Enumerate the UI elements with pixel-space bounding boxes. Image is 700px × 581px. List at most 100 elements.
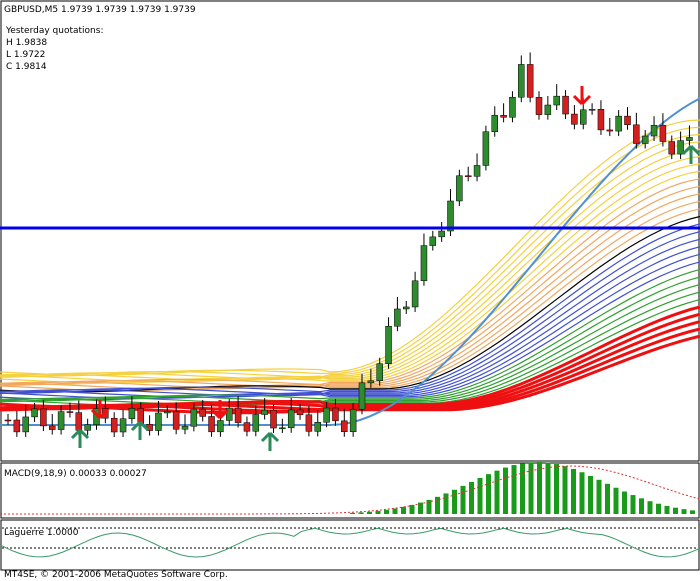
candle-body [75, 412, 83, 431]
candle-body [358, 382, 366, 410]
ma-line [0, 238, 700, 397]
ma-line [0, 231, 700, 396]
macd-bar [647, 501, 653, 514]
candles [4, 52, 693, 437]
macd-bar [690, 510, 695, 514]
candle-body [553, 95, 560, 106]
macd-bar [452, 489, 457, 514]
macd-signal [0, 465, 700, 515]
quotation-close: C 1.9814 [6, 62, 47, 72]
candle-body [456, 175, 463, 202]
ma-line [0, 200, 700, 390]
macd-bar [426, 499, 432, 514]
candle-body [464, 175, 472, 177]
macd-bar [639, 498, 644, 514]
candle-body [208, 416, 215, 433]
macd-bar [494, 470, 500, 514]
candle-body [49, 425, 56, 430]
candle-body [447, 200, 454, 232]
macd-bar [528, 462, 534, 514]
candle-body [473, 165, 481, 177]
ma-line [0, 246, 700, 398]
candle-body [544, 104, 552, 115]
copyright: MT4SE, © 2001-2006 MetaQuotes Software C… [4, 570, 228, 580]
candle-body [226, 407, 233, 421]
candle-body [296, 409, 304, 416]
candle-body [438, 230, 445, 238]
macd-bar [613, 487, 619, 514]
candle-body [314, 422, 321, 432]
candle-body [394, 308, 401, 327]
candle-body [66, 411, 74, 413]
candle-body [580, 109, 587, 125]
candle-body [500, 115, 507, 118]
ma-line [0, 126, 700, 377]
ma-line [0, 119, 700, 376]
candle-body [341, 420, 348, 433]
candle-body [491, 115, 498, 132]
candle-body [128, 408, 136, 419]
laguerre-line [0, 527, 700, 558]
macd-panel [0, 462, 700, 519]
candle-body [13, 419, 21, 433]
candle-body [641, 135, 649, 144]
candle-body [164, 411, 171, 414]
sell-arrow [572, 86, 592, 106]
symbol-line: GBPUSD,M5 1.9739 1.9739 1.9739 1.9739 [4, 5, 196, 15]
candle-body [385, 325, 392, 364]
candle-body [429, 236, 437, 246]
candle-body [110, 417, 118, 433]
signal-arrows [70, 86, 700, 451]
candle-body [305, 414, 313, 432]
candle-body [199, 408, 206, 417]
macd-bar [392, 508, 398, 514]
macd-bar [537, 462, 542, 514]
macd-bar [630, 495, 636, 514]
candle-body [181, 426, 189, 430]
macd-bar [656, 503, 661, 514]
candle-body [172, 411, 180, 430]
candle-body [562, 95, 569, 115]
macd-bar [554, 464, 559, 514]
candle-body [633, 124, 640, 144]
ma-line [0, 276, 700, 403]
candle-body [482, 131, 490, 166]
macd-bar [562, 466, 568, 514]
candle-body [84, 424, 91, 431]
candle-body [571, 113, 578, 125]
macd-bar [409, 504, 415, 514]
candle-body [40, 408, 47, 427]
sell-arrow [90, 400, 110, 420]
ma-fan [0, 97, 700, 426]
candle-body [420, 245, 428, 282]
candle-body [261, 409, 268, 415]
candle-body [155, 412, 162, 431]
macd-bar [401, 506, 406, 514]
candle-body [243, 422, 251, 432]
candle-body [287, 409, 295, 429]
laguerre-label: Laguerre 1.0000 [4, 528, 79, 538]
macd-bar [384, 509, 389, 514]
macd-bar [579, 472, 585, 514]
macd-bar [350, 512, 355, 514]
candle-body [518, 64, 525, 98]
macd-bar [622, 491, 627, 514]
candle-body [606, 129, 614, 132]
candle-body [270, 409, 277, 429]
candle-body [535, 97, 543, 115]
macd-bar [596, 479, 602, 514]
candle-body [367, 380, 375, 384]
macd-bar [435, 496, 440, 514]
sell-arrow [210, 400, 230, 420]
quotation-low: L 1.9722 [6, 50, 45, 60]
candle-body [349, 408, 357, 433]
candle-body [509, 96, 516, 118]
macd-histogram [0, 462, 700, 515]
macd-label: MACD(9,18,9) 0.00033 0.00027 [4, 469, 147, 479]
candle-body [615, 115, 622, 132]
ma-line [0, 291, 700, 406]
candle-body [252, 414, 260, 432]
candle-body [4, 419, 12, 422]
